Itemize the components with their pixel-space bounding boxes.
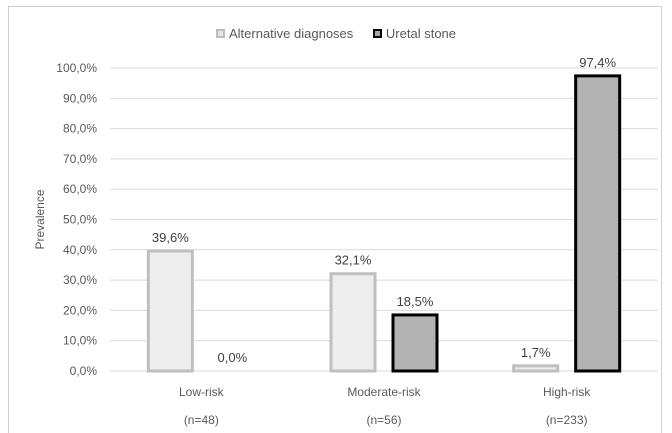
- y-tick-label: 20,0%: [63, 303, 97, 317]
- y-tick-label: 60,0%: [63, 182, 97, 196]
- bar-alternative-diagnoses: [512, 364, 560, 373]
- y-tick-label: 90,0%: [63, 91, 97, 105]
- x-category-label: Low-risk: [179, 385, 225, 399]
- legend-swatch-alternative-diagnoses: [215, 29, 225, 38]
- y-tick-label: 80,0%: [63, 122, 97, 136]
- legend-label-alternative-diagnoses: Alternative diagnoses: [228, 26, 354, 41]
- y-tick-label: 0,0%: [70, 364, 98, 378]
- y-tick-label: 70,0%: [63, 152, 97, 166]
- y-tick-label: 50,0%: [63, 213, 97, 227]
- data-label: 0,0%: [218, 350, 248, 365]
- legend-swatch-uretal-stone: [372, 29, 382, 38]
- x-category-sublabel: (n=233): [546, 413, 588, 427]
- x-category-label: Moderate-risk: [347, 385, 421, 399]
- data-label: 1,7%: [521, 345, 551, 360]
- x-category-sublabel: (n=48): [184, 413, 219, 427]
- legend-label-uretal-stone: Uretal stone: [385, 26, 457, 41]
- y-tick-label: 30,0%: [63, 273, 97, 287]
- data-label: 32,1%: [335, 253, 372, 268]
- data-label: 97,4%: [579, 55, 616, 70]
- bar-uretal-stone: [574, 74, 622, 373]
- chart-legend: Alternative diagnoses Uretal stone: [0, 26, 672, 41]
- x-category-sublabel: (n=56): [366, 413, 401, 427]
- y-tick-label: 100,0%: [56, 61, 97, 75]
- x-category-label: High-risk: [543, 385, 591, 399]
- legend-item-alternative-diagnoses: Alternative diagnoses: [215, 26, 354, 41]
- bar-uretal-stone: [391, 313, 439, 373]
- y-tick-label: 40,0%: [63, 243, 97, 257]
- bar-alternative-diagnoses: [146, 249, 194, 373]
- bar-alternative-diagnoses: [329, 272, 377, 373]
- data-label: 18,5%: [397, 294, 434, 309]
- data-label: 39,6%: [152, 230, 189, 245]
- y-tick-label: 10,0%: [63, 334, 97, 348]
- y-axis-title: Prevalence: [33, 189, 47, 249]
- legend-item-uretal-stone: Uretal stone: [372, 26, 457, 41]
